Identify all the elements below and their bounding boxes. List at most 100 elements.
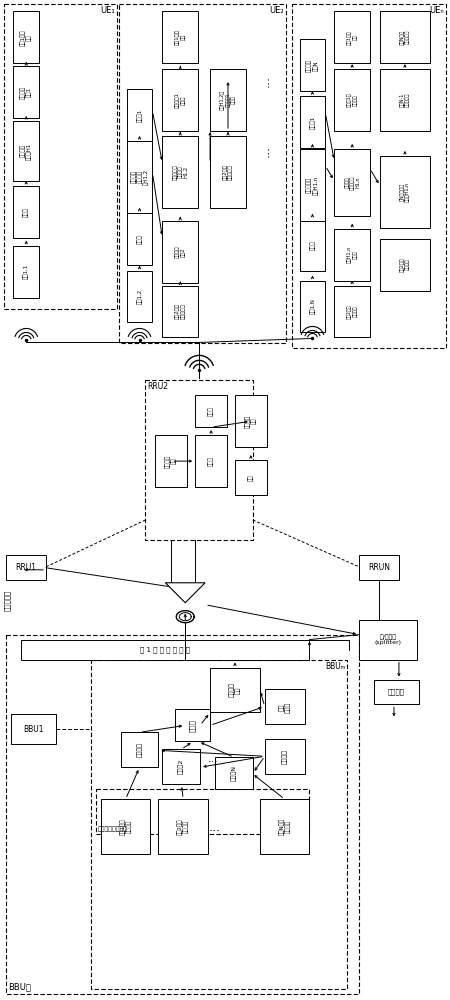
Bar — [380, 69, 430, 131]
Text: 用户1信号
获取: 用户1信号 获取 — [347, 30, 357, 45]
Text: 天线1,N: 天线1,N — [310, 299, 315, 314]
Bar — [359, 620, 417, 660]
Text: 第 1 路 光 发 射 距 离: 第 1 路 光 发 射 距 离 — [140, 646, 190, 653]
Text: BBUₘ: BBUₘ — [325, 662, 345, 671]
Bar — [162, 286, 198, 337]
Text: 第二信道估
计与均衡
H1,2: 第二信道估 计与均衡 H1,2 — [172, 164, 188, 180]
Bar — [210, 668, 260, 712]
Bar — [126, 213, 153, 265]
Text: 光电转换
模块: 光电转换 模块 — [166, 455, 177, 468]
Text: ...: ... — [258, 145, 271, 157]
Bar — [265, 739, 305, 774]
Bar — [260, 799, 310, 854]
Bar — [21, 640, 310, 660]
Text: 信道H1,2与
用户数据1
的相乘: 信道H1,2与 用户数据1 的相乘 — [220, 90, 236, 110]
Text: 上变频: 上变频 — [208, 406, 214, 416]
Text: 用户2信号
解调与获取: 用户2信号 解调与获取 — [223, 164, 233, 180]
Bar — [380, 11, 430, 63]
Text: 分布式光纤: 分布式光纤 — [4, 590, 11, 611]
Text: 信号解调
模块N: 信号解调 模块N — [306, 59, 318, 72]
Bar — [162, 749, 200, 784]
Bar — [14, 66, 39, 118]
Text: RRU2: RRU2 — [148, 382, 168, 391]
Bar — [126, 141, 153, 213]
Bar — [210, 136, 246, 208]
Text: 第二信道
估计与均衡
H1,n: 第二信道 估计与均衡 H1,n — [344, 175, 360, 190]
Text: 第N信道估计
与均衡H1,n: 第N信道估计 与均衡H1,n — [400, 182, 410, 202]
Bar — [380, 156, 430, 228]
Text: 信道H1,n
与用户: 信道H1,n 与用户 — [347, 246, 357, 263]
Bar — [6, 555, 46, 580]
Bar — [334, 149, 370, 216]
Bar — [4, 4, 117, 309]
Bar — [195, 435, 227, 487]
Text: UE₁: UE₁ — [100, 6, 115, 15]
Text: 天线1,1: 天线1,1 — [23, 264, 29, 279]
Text: 下变频: 下变频 — [310, 240, 315, 250]
Text: 用户2信号
解调与获取: 用户2信号 解调与获取 — [175, 304, 185, 319]
Text: 天线1,2: 天线1,2 — [137, 289, 142, 304]
Bar — [300, 219, 325, 271]
Bar — [119, 4, 286, 343]
Bar — [300, 149, 325, 221]
Text: 电端功率复用模块: 电端功率复用模块 — [98, 826, 128, 832]
Bar — [215, 757, 253, 789]
Text: 一乘法器: 一乘法器 — [137, 742, 142, 757]
Text: UE₂: UE₂ — [269, 6, 284, 15]
Bar — [334, 11, 370, 63]
Bar — [101, 799, 150, 854]
Text: 信号解调
模块1: 信号解调 模块1 — [20, 86, 32, 99]
Text: 乘法器N: 乘法器N — [231, 765, 237, 781]
Bar — [195, 395, 227, 427]
Text: 光调制器
模块: 光调制器 模块 — [229, 682, 241, 697]
Bar — [158, 799, 208, 854]
Bar — [162, 221, 198, 283]
Text: 信号解调
模块2: 信号解调 模块2 — [175, 245, 185, 258]
Bar — [14, 246, 39, 298]
Text: 功率分配: 功率分配 — [282, 749, 288, 764]
Text: ...: ... — [207, 754, 219, 764]
Bar — [292, 4, 446, 348]
Text: 用户N-1
数据的相乘: 用户N-1 数据的相乘 — [400, 93, 410, 107]
Text: ...: ... — [258, 75, 271, 87]
Bar — [374, 680, 419, 704]
Text: BBU1: BBU1 — [23, 725, 44, 734]
Bar — [334, 229, 370, 281]
Bar — [145, 380, 253, 540]
Bar — [14, 186, 39, 238]
Bar — [235, 460, 267, 495]
Text: 用户N信号
解调与获取: 用户N信号 解调与获取 — [400, 30, 410, 45]
Bar — [300, 39, 325, 91]
Bar — [359, 555, 399, 580]
Bar — [91, 660, 347, 989]
Text: 算法器1: 算法器1 — [137, 108, 142, 122]
Bar — [162, 136, 198, 208]
Bar — [265, 689, 305, 724]
Text: 加法器: 加法器 — [189, 719, 196, 732]
Text: 驱动
放大器: 驱动 放大器 — [279, 701, 290, 713]
Polygon shape — [165, 583, 205, 603]
Bar — [235, 395, 267, 447]
Text: 天线: 天线 — [248, 474, 254, 481]
Bar — [300, 281, 325, 332]
Text: ...: ... — [209, 821, 221, 834]
Bar — [300, 96, 325, 148]
Text: 用户1信号
产生模块: 用户1信号 产生模块 — [120, 818, 131, 835]
Bar — [155, 435, 187, 487]
Text: 用户1信号
获取: 用户1信号 获取 — [20, 29, 32, 46]
Bar — [162, 69, 198, 131]
Bar — [210, 69, 246, 131]
Bar — [11, 714, 56, 744]
Text: RRU1: RRU1 — [16, 563, 37, 572]
Text: RRUN: RRUN — [368, 563, 390, 572]
Text: 乘法器2: 乘法器2 — [179, 759, 184, 774]
Text: 用户2信号
解调获取: 用户2信号 解调获取 — [400, 257, 410, 272]
Bar — [126, 89, 153, 141]
Bar — [14, 11, 39, 63]
Bar — [176, 709, 210, 741]
Bar — [162, 11, 198, 63]
Text: 用户数据1
的相乘: 用户数据1 的相乘 — [175, 92, 185, 108]
Text: 信道估计
与均衡H1: 信道估计 与均衡H1 — [20, 142, 32, 160]
Bar — [334, 286, 370, 337]
Text: 分/合路器
(splitter): 分/合路器 (splitter) — [374, 634, 401, 645]
